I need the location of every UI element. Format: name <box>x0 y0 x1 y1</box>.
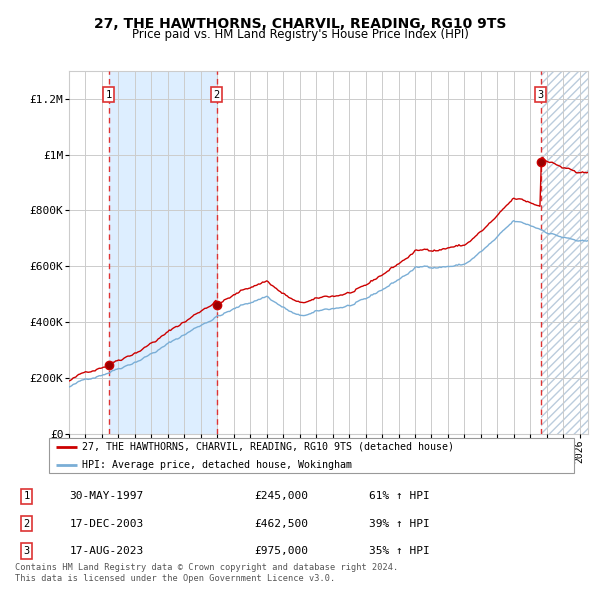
Text: 17-DEC-2003: 17-DEC-2003 <box>70 519 144 529</box>
Bar <box>541 71 588 434</box>
Text: 27, THE HAWTHORNS, CHARVIL, READING, RG10 9TS: 27, THE HAWTHORNS, CHARVIL, READING, RG1… <box>94 17 506 31</box>
Text: Contains HM Land Registry data © Crown copyright and database right 2024.: Contains HM Land Registry data © Crown c… <box>15 563 398 572</box>
Text: 30-MAY-1997: 30-MAY-1997 <box>70 491 144 501</box>
Text: 17-AUG-2023: 17-AUG-2023 <box>70 546 144 556</box>
FancyBboxPatch shape <box>49 438 574 473</box>
Text: 35% ↑ HPI: 35% ↑ HPI <box>369 546 430 556</box>
Text: 3: 3 <box>538 90 544 100</box>
Text: 1: 1 <box>106 90 112 100</box>
Text: 2: 2 <box>214 90 220 100</box>
Bar <box>109 71 217 434</box>
Text: Price paid vs. HM Land Registry's House Price Index (HPI): Price paid vs. HM Land Registry's House … <box>131 28 469 41</box>
Text: 27, THE HAWTHORNS, CHARVIL, READING, RG10 9TS (detached house): 27, THE HAWTHORNS, CHARVIL, READING, RG1… <box>82 441 454 451</box>
Text: 2: 2 <box>23 519 29 529</box>
Text: 1: 1 <box>23 491 29 501</box>
Text: 61% ↑ HPI: 61% ↑ HPI <box>369 491 430 501</box>
Text: £245,000: £245,000 <box>254 491 308 501</box>
Text: £462,500: £462,500 <box>254 519 308 529</box>
Text: This data is licensed under the Open Government Licence v3.0.: This data is licensed under the Open Gov… <box>15 574 335 583</box>
Text: HPI: Average price, detached house, Wokingham: HPI: Average price, detached house, Woki… <box>82 460 352 470</box>
Text: 39% ↑ HPI: 39% ↑ HPI <box>369 519 430 529</box>
Text: 3: 3 <box>23 546 29 556</box>
Text: £975,000: £975,000 <box>254 546 308 556</box>
